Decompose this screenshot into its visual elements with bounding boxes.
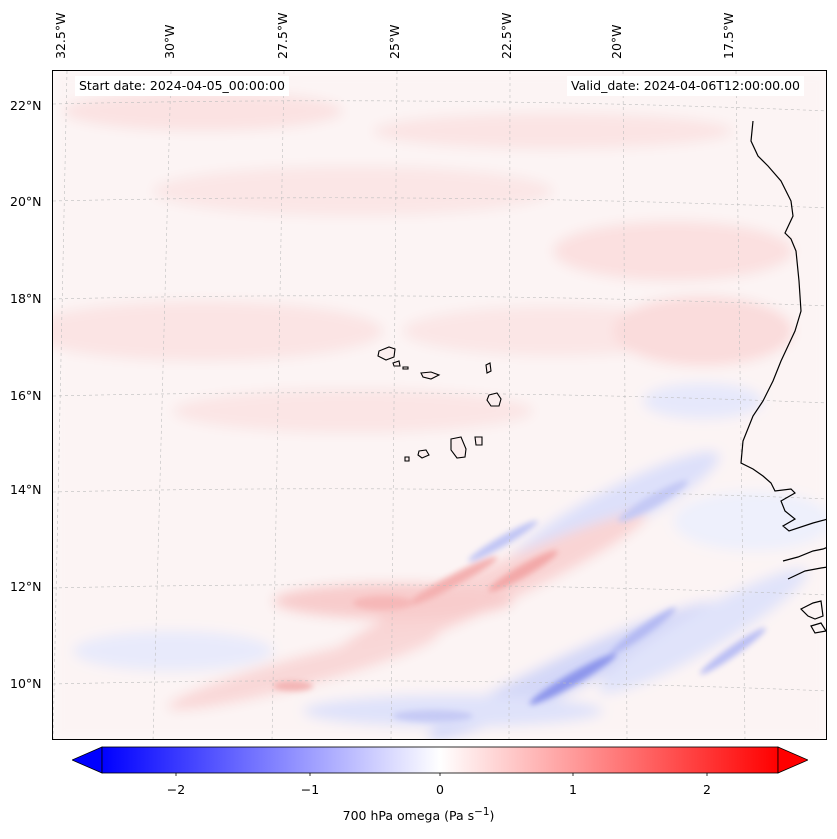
latitude-label: 10°N [10, 676, 42, 691]
colorbar-title-close: ) [489, 808, 495, 824]
colorbar-tick-label: 0 [436, 782, 444, 797]
map-panel [52, 70, 827, 740]
colorbar-tick-marks [175, 773, 708, 776]
colorbar-title-text: 700 hPa omega (Pa s [342, 808, 475, 824]
longitude-label: 17.5°W [721, 12, 736, 59]
colorbar-title: 700 hPa omega (Pa s−1) [0, 806, 837, 823]
latitude-label: 12°N [10, 579, 42, 594]
colorbar-tick-label: 1 [569, 782, 577, 797]
coastline [740, 120, 826, 634]
colorbar-tick-label: −1 [300, 782, 320, 797]
latitude-label: 14°N [10, 482, 42, 497]
start-date-label: Start date: 2024-04-05_00:00:00 [75, 76, 289, 96]
longitude-label: 22.5°W [499, 12, 514, 59]
latitude-label: 20°N [10, 194, 42, 209]
latitude-label: 22°N [10, 98, 42, 113]
longitude-label: 27.5°W [275, 12, 290, 59]
graticule [53, 71, 826, 739]
colorbar-min-extend [72, 746, 103, 774]
longitude-label: 30°W [162, 24, 177, 59]
longitude-label: 20°W [609, 24, 624, 59]
longitude-label: 32.5°W [53, 12, 68, 59]
colorbar-tick-label: 2 [703, 782, 711, 797]
colorbar [72, 746, 808, 776]
colorbar-gradient [101, 746, 779, 774]
valid-date-label: Valid_date: 2024-04-06T12:00:00.00 [566, 76, 804, 96]
colorbar-tick-label: −2 [166, 782, 186, 797]
latitude-label: 16°N [10, 388, 42, 403]
colorbar-title-exponent: −1 [474, 806, 490, 818]
cape-verde-islands [377, 346, 502, 462]
colorbar-max-extend [777, 746, 808, 774]
longitude-label: 25°W [387, 24, 402, 59]
omega-field-shading [53, 71, 826, 739]
omega-field-map [53, 71, 826, 739]
latitude-label: 18°N [10, 291, 42, 306]
